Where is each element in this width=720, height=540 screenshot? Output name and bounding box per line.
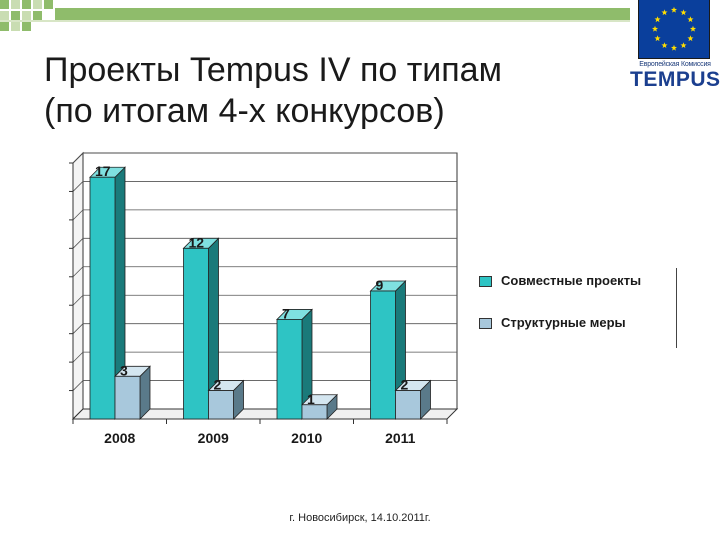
logo-subtitle: Европейская Комиссия	[639, 61, 711, 68]
bar-chart: 2008 17 3 2009 12 2 2010 7 1 2011 9 2	[69, 151, 459, 446]
eu-star	[661, 42, 668, 49]
bar	[183, 247, 209, 420]
gridline-side	[72, 209, 84, 221]
eu-star	[680, 42, 687, 49]
data-label: 2	[214, 377, 222, 393]
eu-star	[654, 16, 661, 23]
bar	[370, 290, 396, 420]
gridline-side	[72, 294, 84, 306]
gridline-side	[72, 266, 84, 278]
x-tick-label: 2009	[198, 430, 229, 446]
eu-star	[670, 6, 678, 13]
gridline-side	[72, 238, 84, 249]
x-tick-label: 2010	[291, 430, 322, 446]
bar	[114, 375, 141, 420]
page-title: Проекты Tempus IV по типам (по итогам 4-…	[44, 50, 502, 132]
eu-flag-icon	[638, 0, 710, 59]
data-label: 2	[401, 377, 409, 393]
data-label: 12	[189, 234, 205, 250]
bar	[208, 390, 234, 420]
legend-label-structural: Структурные меры	[501, 315, 626, 330]
data-label: 3	[120, 362, 128, 378]
eu-star	[687, 16, 694, 23]
title-line-1: Проекты Tempus IV по типам	[44, 51, 502, 89]
footer-text: г. Новосибирск, 14.10.2011г.	[289, 512, 431, 524]
gridline-side	[72, 181, 84, 192]
gridline-side	[72, 351, 84, 363]
bar	[276, 319, 303, 420]
x-tick-label: 2011	[385, 430, 416, 446]
gridline-side	[72, 152, 84, 164]
gridline-side	[72, 323, 84, 334]
data-label: 9	[376, 277, 384, 293]
eu-star	[687, 35, 694, 42]
logo-name: TEMPUS	[630, 68, 720, 91]
chart-side-wall	[72, 151, 84, 421]
eu-star	[654, 35, 661, 42]
legend-label-joint: Совместные проекты	[501, 273, 642, 288]
legend-swatch-structural	[479, 318, 492, 329]
tempus-logo: Европейская Комиссия TEMPUS	[630, 0, 720, 100]
data-label: 17	[95, 163, 111, 179]
bar	[89, 176, 116, 420]
eu-star	[670, 44, 678, 51]
eu-star	[689, 25, 697, 32]
eu-star	[680, 9, 687, 16]
gridline-side	[72, 380, 84, 391]
x-tick-label: 2008	[104, 430, 135, 446]
eu-star	[651, 25, 659, 32]
eu-star	[661, 9, 668, 16]
bar	[395, 390, 421, 420]
corner-decoration	[0, 0, 630, 31]
data-label: 1	[307, 391, 315, 407]
title-line-2: (по итогам 4-х конкурсов)	[44, 92, 445, 130]
bar	[301, 404, 328, 420]
legend-swatch-joint	[479, 276, 492, 287]
data-label: 7	[282, 305, 290, 321]
chart-legend: Совместные проекты Структурные меры	[471, 268, 677, 348]
